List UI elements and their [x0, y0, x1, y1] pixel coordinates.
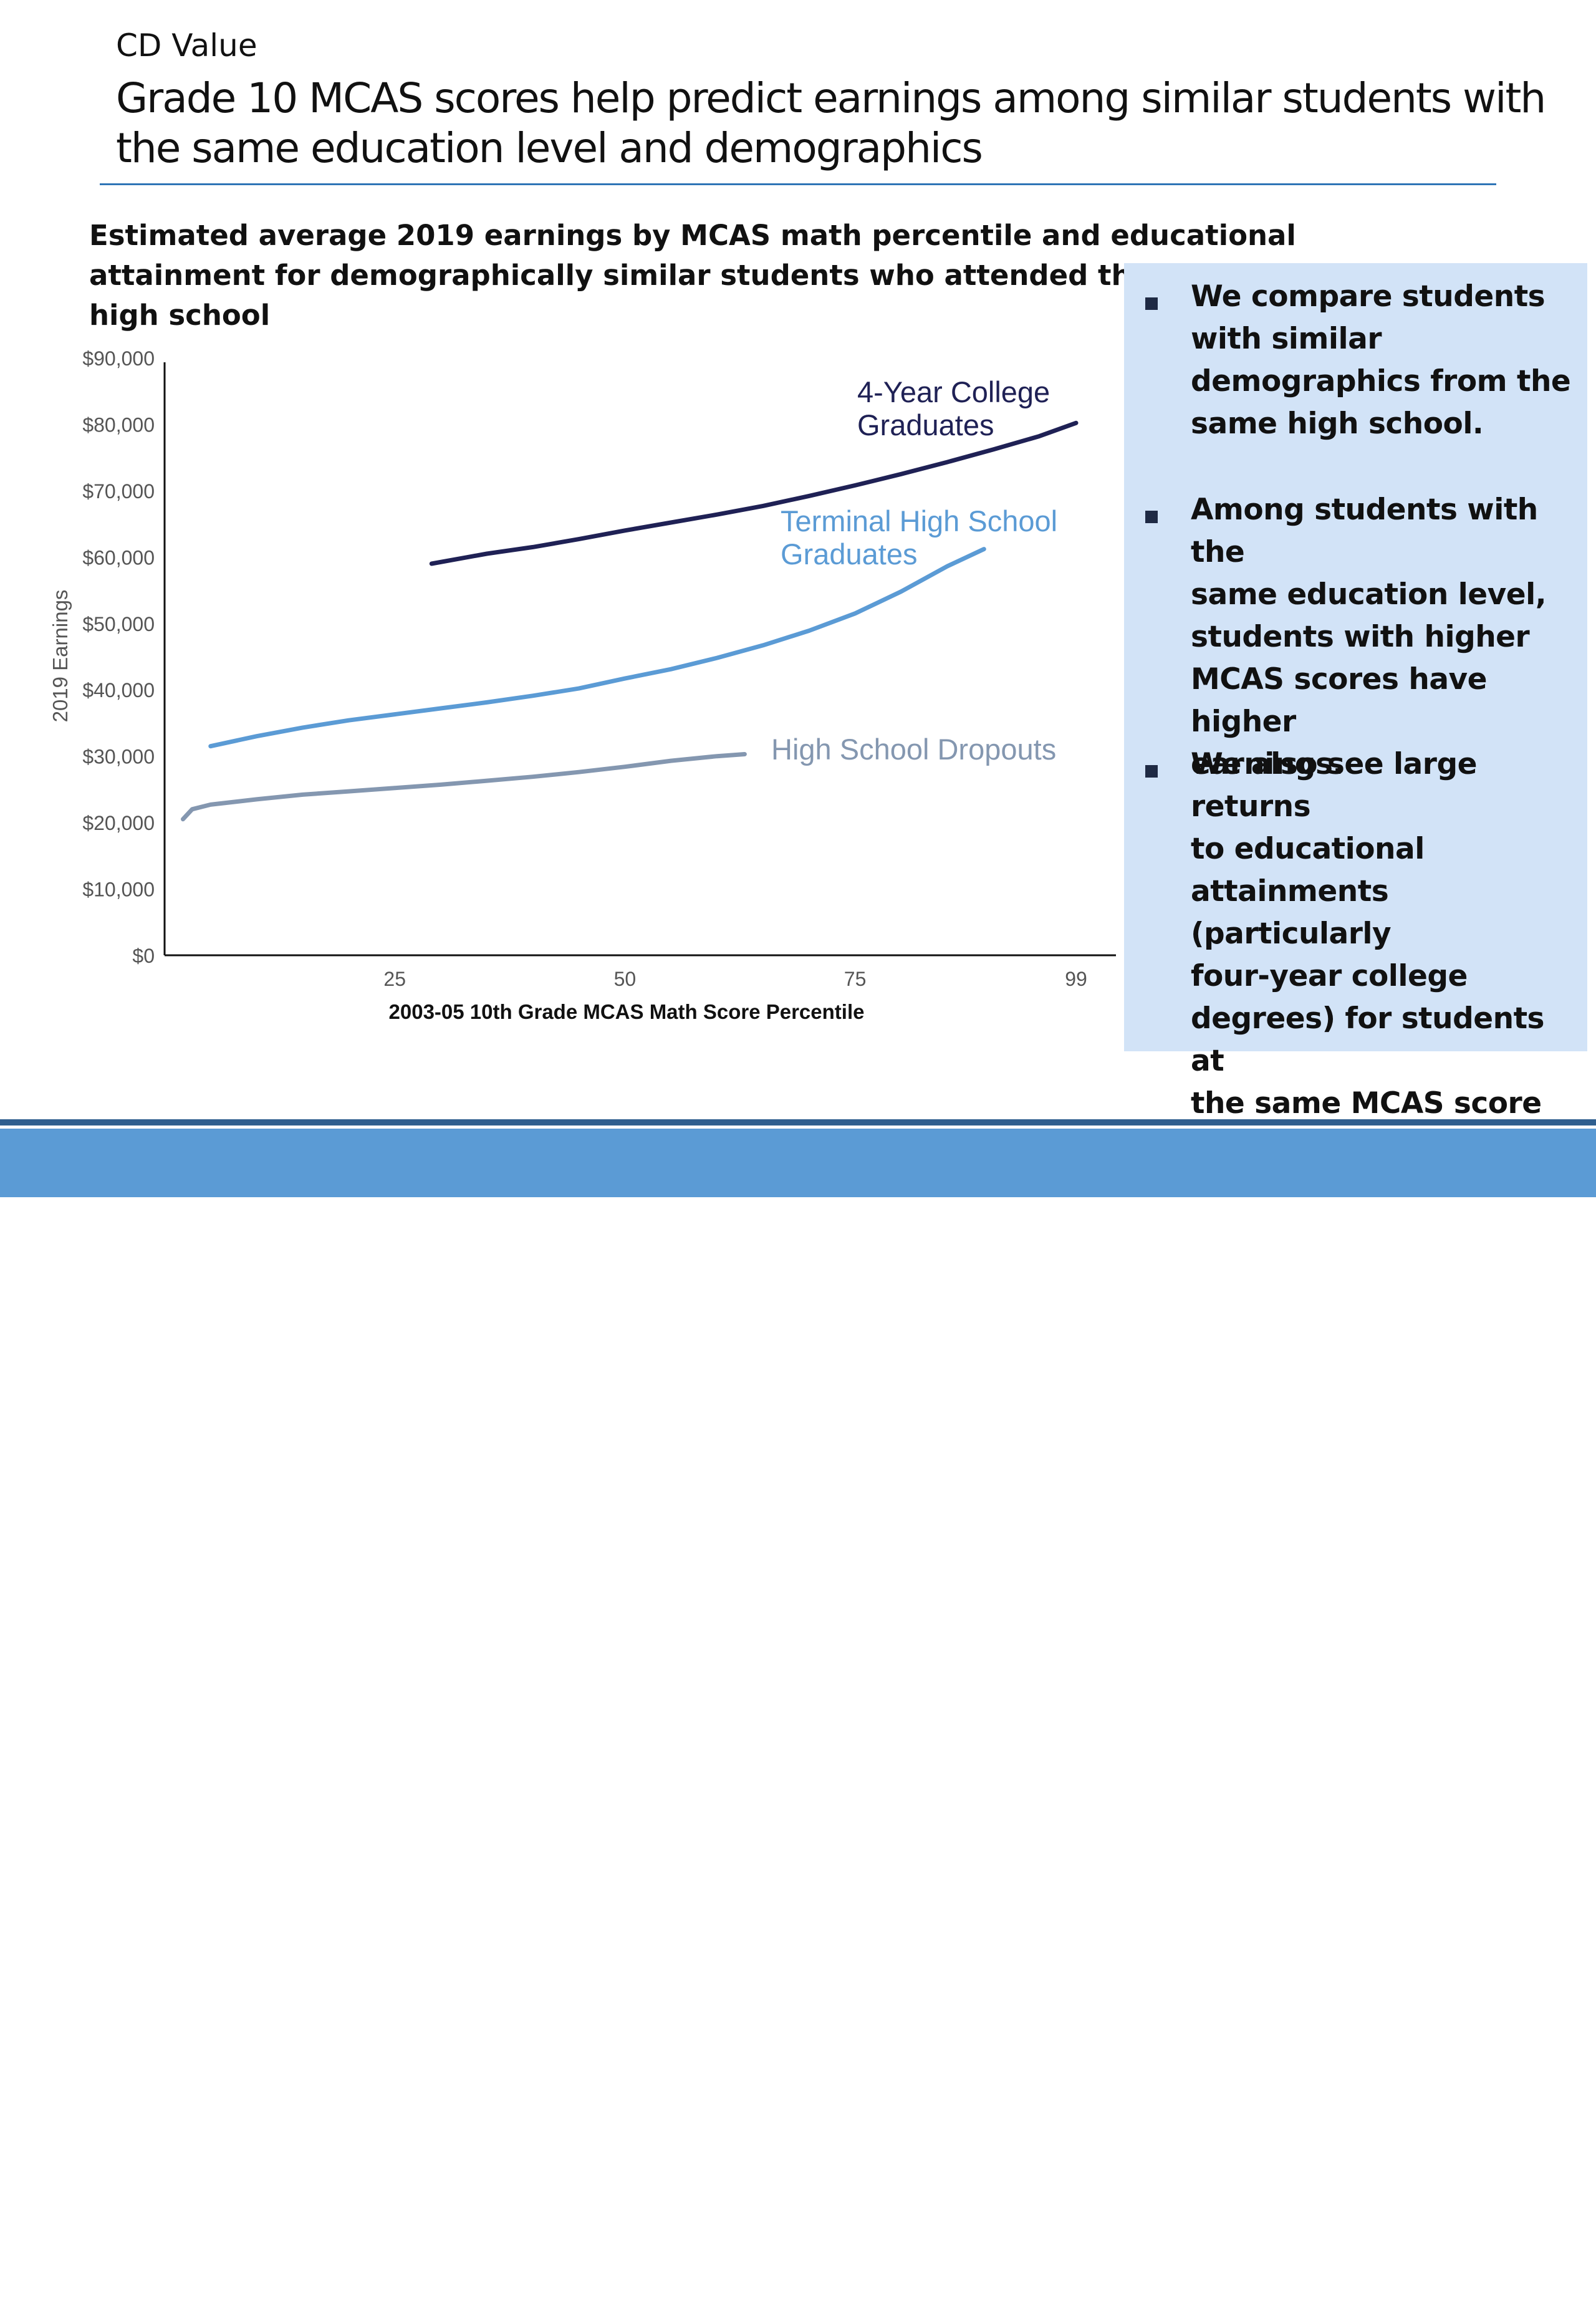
bullet-text-line: MCAS scores have higher [1191, 662, 1488, 739]
slide-title: Grade 10 MCAS scores help predict earnin… [116, 74, 1546, 172]
series-label-0: 4-Year College Graduates [857, 375, 1050, 441]
footer-line [0, 1119, 1596, 1125]
bullet-text-line: We compare students [1191, 279, 1546, 314]
series-label-line: 4-Year College [857, 375, 1050, 408]
bullet-text-line: students with higher [1191, 620, 1530, 654]
page-number: 6 [1468, 2278, 1481, 2303]
callout-box: We compare students with similar demograph… [1124, 263, 1587, 1163]
bullet-text-line: to educational [1191, 832, 1425, 866]
earnings-line-chart: $0 $10,000 $20,000 $30,000 $40,000 $50,000 $60… [49, 347, 1116, 1023]
chart-title: Estimated average 2019 earnings by MCAS … [89, 219, 1296, 332]
bullet-text-line: We also see large returns [1191, 747, 1477, 824]
footer-bar: 6 [0, 1129, 1596, 2303]
series-label-line: Terminal High School [781, 504, 1057, 537]
series-label-1: Terminal High School Graduates [781, 504, 1057, 571]
bullet-text-line: attainments (particularly [1191, 874, 1392, 951]
y-tick-label: $0 [132, 945, 155, 967]
series-label-line: Graduates [857, 408, 994, 441]
bullet-text-line: Among students with the [1191, 493, 1538, 569]
y-tick-label: $10,000 [82, 879, 155, 901]
bullet-text-line: demographics from the [1191, 364, 1571, 398]
y-tick-label: $90,000 [82, 347, 155, 370]
x-tick-label: 50 [614, 968, 637, 990]
series-label-line: High School Dropouts [771, 733, 1056, 766]
bullet-text-line: degrees) for students at [1191, 1001, 1545, 1078]
x-tick-label: 75 [844, 968, 867, 990]
bullet-text-line: four-year college [1191, 959, 1468, 993]
series-line-2 [181, 752, 747, 822]
x-tick-label: 99 [1065, 968, 1087, 990]
bullet-square-icon [1145, 511, 1158, 523]
bullet-square-icon [1145, 765, 1158, 778]
series-label-2: High School Dropouts [771, 733, 1056, 766]
x-tick-label: 25 [383, 968, 406, 990]
bullet-text-line: earnings. [1191, 747, 1344, 781]
title-rule [100, 183, 1496, 185]
y-tick-label: $30,000 [82, 746, 155, 768]
bullet-text-line: with similar [1191, 322, 1382, 356]
y-tick-label: $70,000 [82, 480, 155, 503]
bullet-text-line: same education level, [1191, 577, 1547, 612]
x-axis-label: 2003-05 10th Grade MCAS Math Score Perce… [389, 1000, 865, 1023]
y-tick-label: $50,000 [82, 613, 155, 635]
bullet-text-line: the same MCAS score [1191, 1086, 1542, 1121]
y-axis-label: 2019 Earnings [49, 590, 72, 723]
series-line-1 [208, 547, 986, 749]
series-line-0 [429, 420, 1079, 566]
y-tick-label: $20,000 [82, 812, 155, 834]
bullet-text-line: same high school. [1191, 407, 1484, 441]
bullet-text: We compare students with similar demograph… [1191, 276, 1577, 445]
bullet-text: Among students with the same education le… [1191, 489, 1577, 786]
y-tick-label: $80,000 [82, 413, 155, 436]
series-label-line: Graduates [781, 537, 917, 571]
bullet-text: We also see large returns to educational a… [1191, 743, 1577, 1167]
y-tick-label: $40,000 [82, 679, 155, 701]
bullet-square-icon [1145, 297, 1158, 310]
y-tick-label: $60,000 [82, 546, 155, 569]
section-label: CD Value [116, 27, 257, 64]
